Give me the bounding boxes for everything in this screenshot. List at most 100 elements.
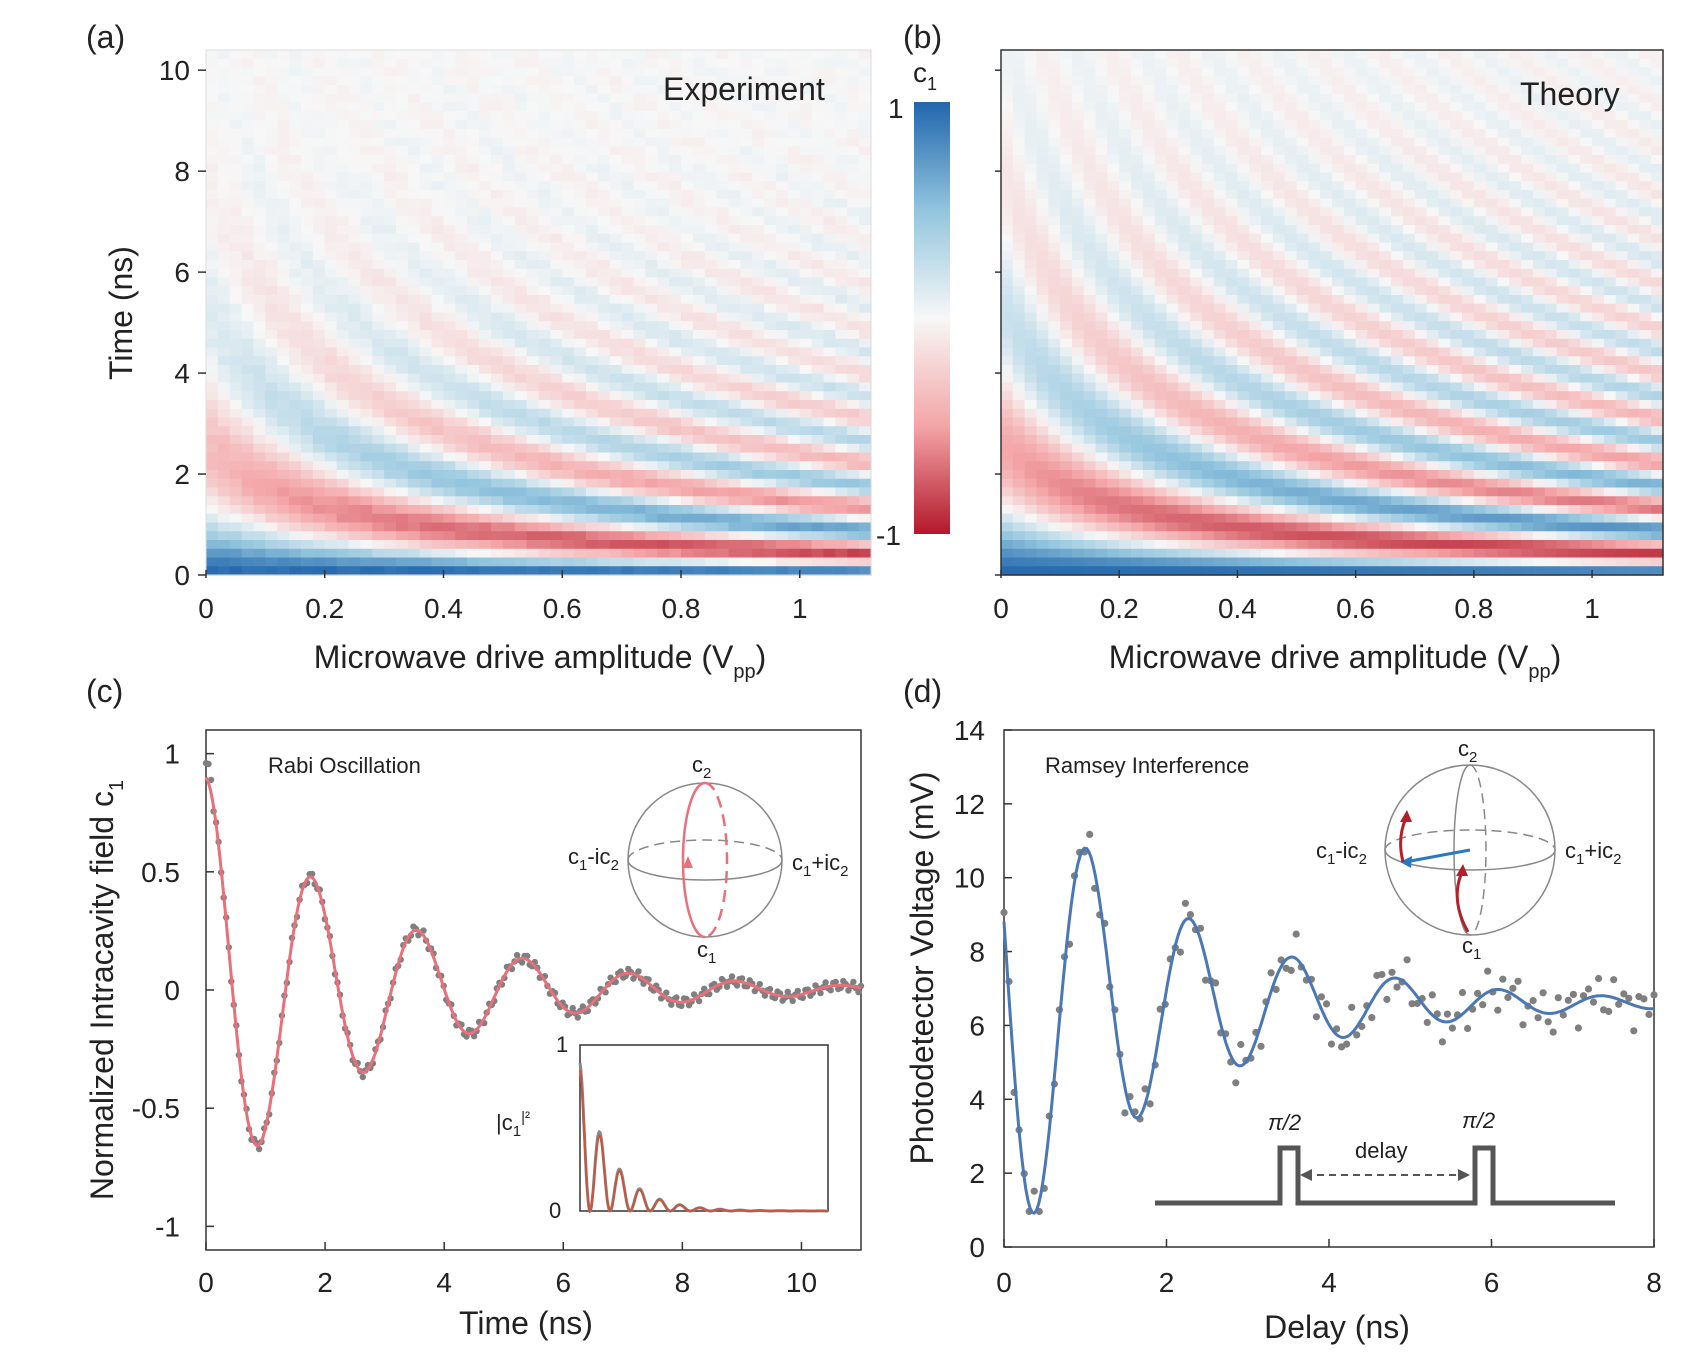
heatmap-cell (312, 286, 326, 296)
heatmap-cell (835, 461, 848, 471)
heatmap-cell (1119, 452, 1132, 462)
heatmap-cell (467, 128, 480, 139)
heatmap-cell (799, 198, 813, 209)
heatmap-cell (1178, 225, 1191, 235)
heatmap-cell (1001, 251, 1014, 261)
heatmap-cell (491, 67, 504, 77)
heatmap-cell (1213, 347, 1227, 357)
heatmap-cell (1036, 233, 1049, 244)
heatmap-cell (1024, 128, 1038, 139)
heatmap-cell (241, 102, 255, 112)
heatmap-cell (312, 365, 326, 375)
heatmap-cell (479, 356, 492, 366)
heatmap-cell (716, 277, 730, 287)
heatmap-cell (324, 522, 338, 532)
heatmap-cell (1225, 373, 1239, 384)
heatmap-cell (419, 260, 433, 270)
heatmap-cell (657, 417, 670, 427)
heatmap-cell (657, 312, 670, 322)
heatmap-cell (526, 181, 540, 191)
heatmap-cell (241, 548, 255, 559)
heatmap-cell (217, 303, 231, 314)
heatmap-cell (776, 172, 789, 182)
heatmap-cell (704, 163, 718, 174)
heatmap-cell (443, 373, 456, 384)
heatmap-cell (1119, 67, 1132, 77)
heatmap-cell (491, 120, 504, 130)
heatmap-cell (621, 461, 635, 471)
heatmap-cell (1036, 102, 1049, 112)
heatmap-cell (360, 513, 373, 524)
heatmap-cell (669, 443, 682, 454)
heatmap-cell (491, 566, 504, 576)
heatmap-cell (1142, 137, 1156, 147)
heatmap-cell (289, 260, 302, 270)
heatmap-cell (609, 268, 623, 279)
heatmap-cell (669, 391, 682, 401)
heatmap-cell (562, 233, 575, 244)
heatmap-cell (1308, 76, 1321, 86)
heatmap-cell (574, 426, 587, 436)
heatmap-cell (324, 111, 338, 121)
heatmap-cell (348, 251, 361, 261)
heatmap-cell (740, 303, 753, 314)
heatmap-cell (336, 163, 350, 174)
heatmap-cell (502, 268, 516, 279)
heatmap-cell (1024, 93, 1038, 104)
heatmap-cell (586, 163, 599, 174)
heatmap-cell (277, 111, 290, 121)
heatmap-cell (1071, 426, 1085, 436)
heatmap-cell (502, 347, 516, 357)
heatmap-cell (479, 566, 492, 576)
heatmap-cell (419, 312, 433, 322)
heatmap-cell (1166, 146, 1179, 156)
heatmap-cell (562, 181, 575, 191)
heatmap-cell (704, 461, 718, 471)
heatmap-cell (324, 67, 338, 77)
heatmap-cell (657, 67, 670, 77)
heatmap-cell (1012, 111, 1026, 121)
heatmap-cell (681, 207, 694, 217)
heatmap-cell (407, 496, 421, 506)
heatmap-cell (1024, 277, 1038, 287)
heatmap-cell (550, 356, 563, 366)
heatmap-cell (787, 312, 801, 322)
heatmap-cell (372, 50, 385, 60)
heatmap-cell (1201, 470, 1215, 480)
heatmap-cell (847, 373, 860, 384)
heatmap-cell (1296, 93, 1309, 104)
heatmap-cell (811, 242, 825, 252)
heatmap-cell (360, 225, 373, 235)
heatmap-cell (491, 461, 504, 471)
heatmap-cell (372, 251, 385, 261)
heatmap-cell (562, 382, 575, 392)
heatmap-cell (823, 391, 836, 401)
heatmap-cell (835, 443, 848, 454)
heatmap-cell (1095, 146, 1108, 156)
heatmap-cell (740, 478, 753, 489)
heatmap-cell (1166, 461, 1179, 471)
heatmap-cell (1083, 540, 1097, 550)
heatmap-cell (740, 146, 753, 156)
heatmap-cell (728, 496, 741, 506)
heatmap-cell (776, 225, 789, 235)
heatmap-cell (1048, 268, 1061, 279)
heatmap-cell (799, 102, 813, 112)
heatmap-cell (1083, 312, 1097, 322)
heatmap-cell (1060, 128, 1073, 139)
heatmap-cell (704, 478, 718, 489)
heatmap-cell (1190, 365, 1203, 375)
heatmap-cell (1001, 382, 1014, 392)
heatmap-cell (1001, 303, 1014, 314)
heatmap-cell (823, 128, 836, 139)
heatmap-cell (645, 470, 658, 480)
heatmap-cell (1083, 277, 1097, 287)
heatmap-cell (1296, 496, 1309, 506)
heatmap-cell (1024, 233, 1038, 244)
heatmap-cell (1001, 146, 1014, 156)
heatmap-cell (681, 67, 694, 77)
heatmap-cell (1296, 233, 1309, 244)
heatmap-cell (586, 67, 599, 77)
heatmap-cell (1225, 102, 1239, 112)
heatmap-cell (206, 146, 219, 156)
